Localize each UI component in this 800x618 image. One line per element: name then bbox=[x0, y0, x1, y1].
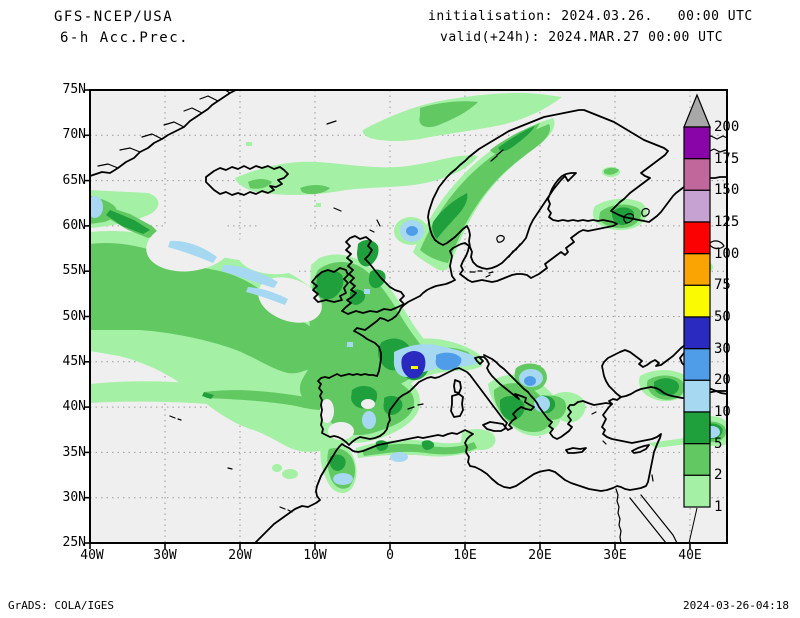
scale-label-50: 50 bbox=[714, 309, 731, 325]
model-title: GFS-NCEP/USA bbox=[54, 9, 174, 25]
axis-ticks bbox=[84, 89, 691, 549]
lon-label-40e: 40E bbox=[678, 548, 702, 563]
scale-label-10: 10 bbox=[714, 404, 731, 420]
scale-label-125: 125 bbox=[714, 214, 740, 230]
lon-label-10e: 10E bbox=[453, 548, 477, 563]
lat-label-55n: 55N bbox=[62, 263, 86, 278]
lon-label-30e: 30E bbox=[603, 548, 627, 563]
scale-label-175: 175 bbox=[714, 151, 740, 167]
scale-label-75: 75 bbox=[714, 277, 731, 293]
lat-label-45n: 45N bbox=[62, 354, 86, 369]
lat-label-75n: 75N bbox=[62, 82, 86, 97]
lat-label-60n: 60N bbox=[62, 218, 86, 233]
color-scale bbox=[683, 93, 711, 544]
scale-label-30: 30 bbox=[714, 341, 731, 357]
scale-label-100: 100 bbox=[714, 246, 740, 262]
lat-label-70n: 70N bbox=[62, 127, 86, 142]
lat-label-35n: 35N bbox=[62, 445, 86, 460]
scale-label-5: 5 bbox=[714, 436, 723, 452]
init-time: initialisation: 2024.03.26. 00:00 UTC bbox=[428, 9, 753, 24]
lon-label-30w: 30W bbox=[153, 548, 177, 563]
lon-label-0: 0 bbox=[386, 548, 394, 563]
product-title: 6-h Acc.Prec. bbox=[60, 30, 190, 46]
scale-label-20: 20 bbox=[714, 372, 731, 388]
precipitation-shading bbox=[90, 92, 727, 494]
lat-label-40n: 40N bbox=[62, 399, 86, 414]
lat-label-25n: 25N bbox=[62, 535, 86, 550]
valid-time: valid(+24h): 2024.MAR.27 00:00 UTC bbox=[440, 30, 724, 45]
scale-leader-line bbox=[688, 507, 698, 544]
lat-label-65n: 65N bbox=[62, 173, 86, 188]
lat-label-50n: 50N bbox=[62, 309, 86, 324]
lon-label-20w: 20W bbox=[228, 548, 252, 563]
scale-label-150: 150 bbox=[714, 182, 740, 198]
scale-label-1: 1 bbox=[714, 499, 723, 515]
scale-label-2: 2 bbox=[714, 467, 723, 483]
lat-label-30n: 30N bbox=[62, 490, 86, 505]
lon-label-10w: 10W bbox=[303, 548, 327, 563]
grads-credit: GrADS: COLA/IGES bbox=[8, 599, 114, 612]
lon-label-20e: 20E bbox=[528, 548, 552, 563]
render-timestamp: 2024-03-26-04:18 bbox=[683, 599, 789, 612]
scale-label-200: 200 bbox=[714, 119, 740, 135]
lon-label-40w: 40W bbox=[80, 548, 104, 563]
